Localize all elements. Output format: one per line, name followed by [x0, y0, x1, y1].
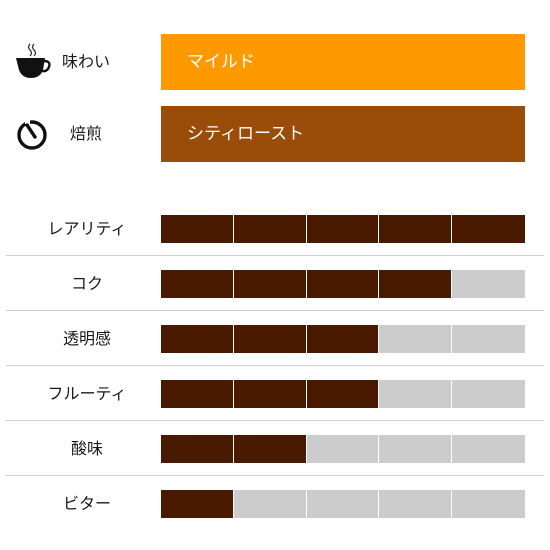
rating-segment-empty: [379, 325, 453, 353]
rating-bar: [161, 270, 525, 298]
taste-label: 味わい: [62, 52, 111, 71]
rating-row: レアリティ: [0, 201, 550, 256]
rating-segment-filled: [161, 490, 234, 518]
rating-segment-filled: [233, 215, 307, 243]
rating-row: 酸味: [0, 421, 550, 476]
rating-row: 透明感: [0, 311, 550, 366]
rating-segment-empty: [452, 435, 525, 463]
rating-segment-empty: [452, 490, 525, 518]
rating-label: フルーティ: [47, 384, 127, 403]
rating-bar: [161, 380, 525, 408]
rating-segment-filled: [379, 270, 453, 298]
roast-value-box: シティロースト: [161, 106, 525, 162]
rating-segment-empty: [379, 435, 453, 463]
row-divider: [6, 310, 544, 311]
rating-segment-filled: [306, 270, 380, 298]
rating-row: ビター: [0, 476, 550, 531]
roast-label: 焙煎: [70, 124, 103, 143]
rating-segment-filled: [306, 325, 380, 353]
rating-segment-filled: [233, 380, 307, 408]
rating-segment-filled: [233, 435, 307, 463]
rating-label: 酸味: [70, 439, 103, 458]
rating-bar: [161, 325, 525, 353]
rating-segment-filled: [161, 215, 234, 243]
rating-row: コク: [0, 256, 550, 311]
timer-icon: [14, 114, 52, 152]
row-divider: [6, 255, 544, 256]
rating-segment-filled: [306, 380, 380, 408]
rating-segment-filled: [161, 270, 234, 298]
rating-segment-filled: [306, 215, 380, 243]
rating-segment-empty: [306, 435, 380, 463]
rating-segment-filled: [452, 215, 525, 243]
row-divider: [6, 475, 544, 476]
rating-row: フルーティ: [0, 366, 550, 421]
rating-bar: [161, 435, 525, 463]
rating-segment-filled: [161, 380, 234, 408]
rating-bar: [161, 215, 525, 243]
taste-row: 味わい マイルド: [0, 34, 550, 90]
rating-label: レアリティ: [47, 219, 127, 238]
rating-segment-empty: [379, 490, 453, 518]
rating-segment-empty: [452, 380, 525, 408]
row-divider: [6, 420, 544, 421]
rating-segment-empty: [452, 270, 525, 298]
rating-segment-filled: [161, 325, 234, 353]
rating-segment-filled: [379, 215, 453, 243]
coffee-cup-icon: [14, 42, 52, 80]
rating-label: コク: [70, 274, 103, 293]
rating-segment-filled: [233, 325, 307, 353]
rating-segment-empty: [306, 490, 380, 518]
rating-segment-empty: [379, 380, 453, 408]
row-divider: [6, 365, 544, 366]
rating-segment-empty: [233, 490, 307, 518]
rating-label: ビター: [62, 494, 111, 513]
roast-row: 焙煎 シティロースト: [0, 106, 550, 162]
rating-label: 透明感: [62, 329, 111, 348]
taste-value-box: マイルド: [161, 34, 525, 90]
rating-bar: [161, 490, 525, 518]
rating-segment-empty: [452, 325, 525, 353]
rating-segment-filled: [233, 270, 307, 298]
rating-segment-filled: [161, 435, 234, 463]
